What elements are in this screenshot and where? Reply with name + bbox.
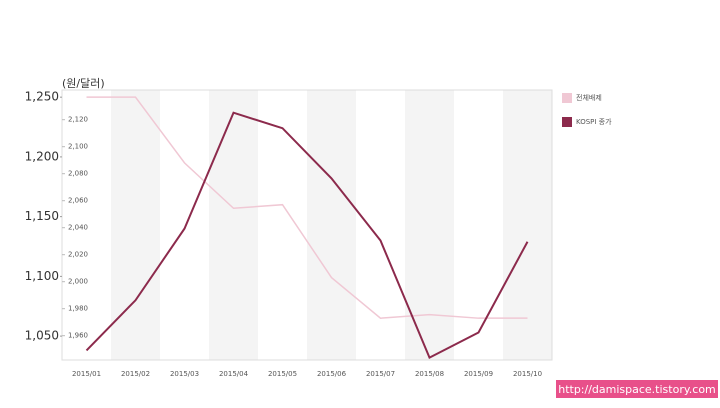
y-tick-label: 1,250 [25, 90, 59, 104]
legend-label: 전체배제 [576, 93, 602, 102]
y2-tick-label: 1,960 [68, 332, 88, 340]
y2-tick-label: 2,040 [68, 224, 88, 232]
y2-tick-label: 2,100 [68, 143, 88, 151]
y2-tick-label: 2,060 [68, 197, 88, 205]
x-tick-label: 2015/09 [464, 370, 493, 378]
series-line [86, 96, 528, 319]
watermark-box [556, 380, 718, 398]
y-tick-label: 1,100 [25, 269, 59, 283]
y-tick-label: 1,200 [25, 149, 59, 163]
x-tick-label: 2015/08 [415, 370, 444, 378]
x-tick-label: 2015/06 [317, 370, 347, 378]
x-tick-label: 2015/04 [219, 370, 249, 378]
watermark: http://damispace.tistory.com [558, 383, 716, 396]
band [405, 90, 454, 360]
plot-frame [61, 89, 553, 361]
y2-tick-label: 2,120 [68, 116, 88, 124]
y2-tick-label: 2,000 [68, 278, 88, 286]
legend-swatch [562, 117, 572, 127]
y2-tick-label: 1,980 [68, 305, 88, 313]
band [209, 90, 258, 360]
band [503, 90, 552, 360]
x-tick-label: 2015/01 [72, 370, 101, 378]
y-tick-label: 1,050 [25, 329, 59, 343]
y-tick-label: 1,150 [25, 209, 59, 223]
x-tick-label: 2015/07 [366, 370, 395, 378]
band [111, 90, 160, 360]
x-tick-label: 2015/02 [121, 370, 150, 378]
y2-tick-label: 2,020 [68, 251, 88, 259]
x-tick-label: 2015/05 [268, 370, 297, 378]
band [307, 90, 356, 360]
y-axis-label: (원/달러) [62, 77, 105, 90]
x-tick-label: 2015/03 [170, 370, 199, 378]
y2-tick-label: 2,080 [68, 170, 88, 178]
legend-label: KOSPI 종가 [576, 117, 612, 126]
legend-swatch [562, 93, 572, 103]
x-tick-label: 2015/10 [513, 370, 542, 378]
series-line [85, 111, 529, 359]
